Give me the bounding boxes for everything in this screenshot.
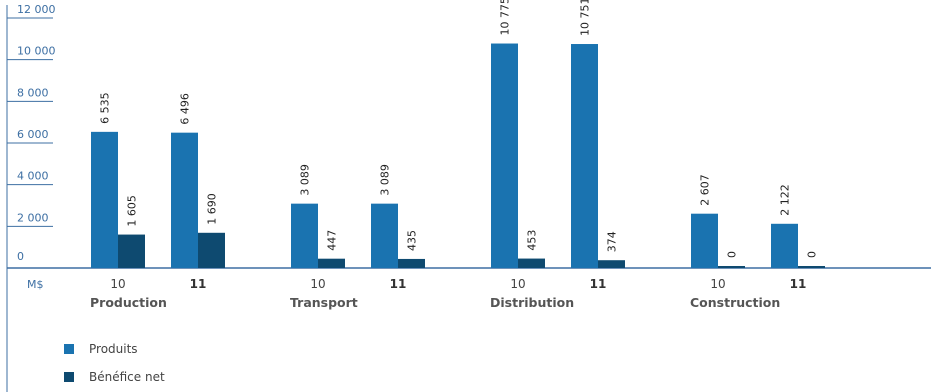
data-label-produits: 3 089	[299, 164, 312, 196]
x-year-label: 11	[790, 277, 807, 291]
chart-legend: Produits Bénéfice net	[64, 342, 165, 384]
data-label-produits: 10 775	[499, 0, 512, 36]
x-segment-label: Distribution	[490, 295, 574, 310]
y-tick-label: 12 000	[17, 3, 56, 16]
data-label-produits: 6 535	[99, 92, 112, 124]
x-segment-label: Production	[90, 295, 167, 310]
data-label-benefice-net: 0	[726, 251, 739, 258]
bar-benefice-net	[718, 266, 745, 268]
data-label-benefice-net: 374	[606, 231, 619, 252]
data-label-benefice-net: 435	[406, 230, 419, 251]
chart-labels: 6 535 1 605 10 6 496 1 690 11 Production 3 089 4…	[90, 0, 819, 310]
bar-produits	[571, 44, 598, 269]
bar-produits	[91, 131, 118, 268]
y-tick-label: 10 000	[17, 45, 56, 58]
legend-label: Bénéfice net	[89, 370, 165, 384]
bar-benefice-net	[398, 258, 425, 268]
x-segment-label: Transport	[290, 295, 358, 310]
bar-benefice-net	[318, 258, 345, 268]
bar-produits	[291, 203, 318, 268]
data-label-benefice-net: 1 605	[126, 195, 139, 227]
x-year-label: 10	[510, 277, 525, 291]
bar-benefice-net	[198, 232, 225, 268]
data-label-benefice-net: 447	[326, 230, 339, 251]
x-year-label: 11	[590, 277, 607, 291]
x-year-label: 10	[110, 277, 125, 291]
data-label-benefice-net: 1 690	[206, 193, 219, 225]
x-year-label: 10	[710, 277, 725, 291]
y-tick-label: 6 000	[17, 128, 49, 141]
bar-benefice-net	[598, 260, 625, 268]
bar-produits	[771, 223, 798, 268]
x-segment-label: Construction	[690, 295, 780, 310]
legend-swatch	[64, 344, 74, 354]
data-label-produits: 2 607	[699, 174, 712, 206]
bar-produits	[491, 43, 518, 269]
bar-produits	[371, 203, 398, 268]
x-year-label: 11	[190, 277, 207, 291]
y-tick-label: 4 000	[17, 170, 49, 183]
bar-benefice-net	[118, 234, 145, 268]
chart-bars	[91, 43, 825, 269]
bar-produits	[171, 132, 198, 268]
y-tick-label: 0	[17, 250, 24, 263]
data-label-produits: 3 089	[379, 164, 392, 196]
chart-axes: 0 2 000 4 000 6 000 8 000 10 000 12 000 M$	[6, 3, 931, 392]
legend-swatch	[64, 372, 74, 382]
bar-benefice-net	[518, 258, 545, 268]
data-label-benefice-net: 453	[526, 230, 539, 251]
bar-produits	[691, 213, 718, 268]
y-tick-label: 2 000	[17, 211, 49, 224]
data-label-produits: 6 496	[179, 93, 192, 125]
x-year-label: 11	[390, 277, 407, 291]
bar-benefice-net	[798, 266, 825, 268]
data-label-produits: 2 122	[779, 184, 792, 216]
y-tick-label: 8 000	[17, 86, 49, 99]
x-year-label: 10	[310, 277, 325, 291]
data-label-produits: 10 751	[579, 0, 592, 36]
legend-label: Produits	[89, 342, 138, 356]
data-label-benefice-net: 0	[806, 251, 819, 258]
unit-label: M$	[27, 278, 44, 291]
